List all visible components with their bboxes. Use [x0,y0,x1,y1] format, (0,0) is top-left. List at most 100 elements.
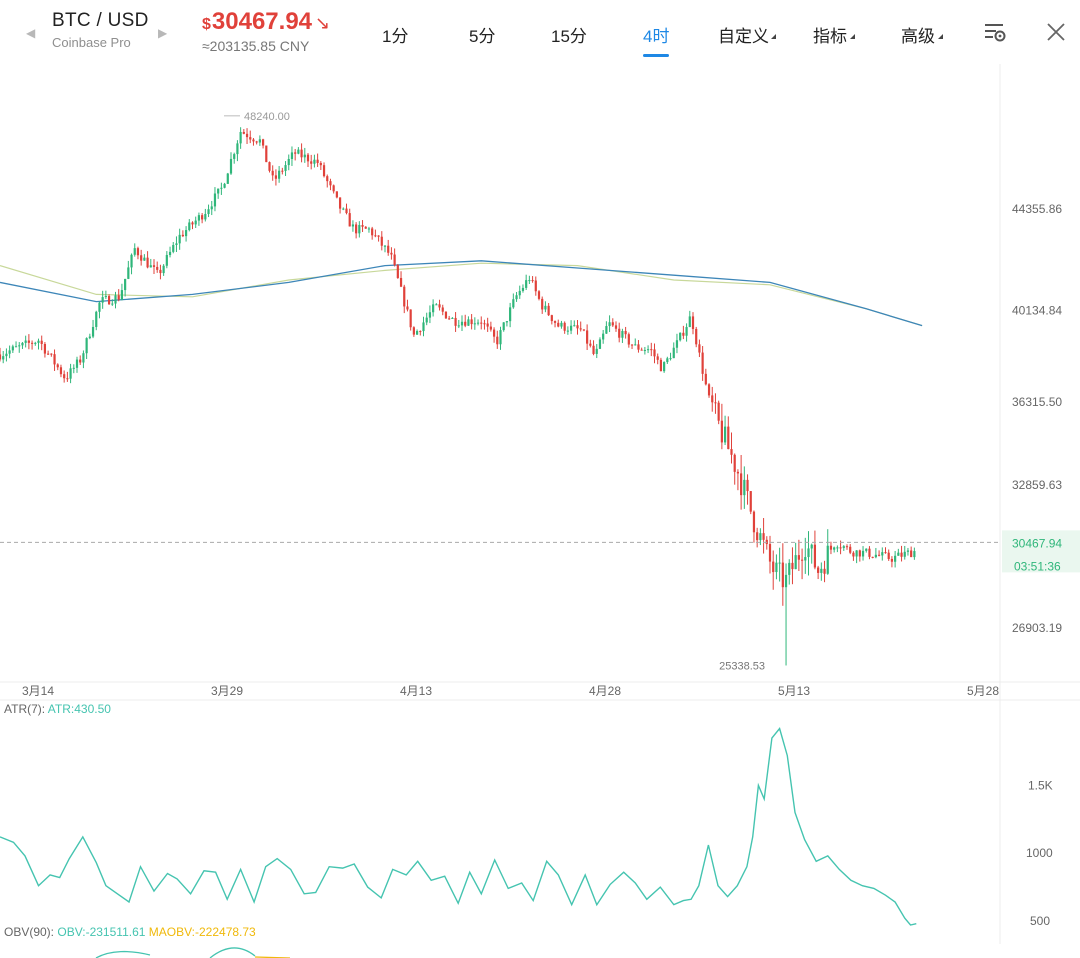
currency-symbol: $ [202,16,211,33]
candle-body [691,316,695,329]
atr-legend[interactable]: ATR(7): ATR:430.50 [4,702,111,716]
candle-body [775,562,778,573]
candle-body [897,552,900,556]
candle-body [550,315,553,322]
next-pair-icon[interactable]: ▶ [158,26,168,40]
candle-body [24,340,27,343]
chart-settings-icon[interactable] [983,20,1009,44]
candle-body [133,248,136,255]
candle-body [839,547,842,549]
candle-body [47,353,50,355]
candle-body [711,395,714,403]
candle-body [608,322,611,327]
custom-dropdown-icon[interactable] [771,34,776,39]
candle-body [95,311,98,327]
candle-body [101,297,104,303]
candle-body [630,344,634,346]
candle-body [730,449,733,455]
candle-body [887,552,890,559]
candle-body [345,208,348,214]
last-price: $30467.94 ↘ [202,8,330,36]
candle-body [492,329,496,337]
candle-body [858,550,861,557]
candle-body [537,291,541,299]
pair-info[interactable]: BTC / USD Coinbase Pro [52,10,149,50]
candle-body [444,311,448,319]
candle-body [117,295,120,300]
candle-body [306,154,310,162]
candle-body [704,373,707,385]
candle-body [451,317,454,319]
candle-body [733,454,736,472]
candle-body [476,322,480,324]
candle-body [252,139,255,142]
date-tick-label: 5月28 [967,684,999,698]
candle-body [428,312,432,318]
tab-4h[interactable]: 4时 [643,27,670,46]
candle-body [707,384,711,396]
high-price-label: 48240.00 [244,111,290,123]
candle-body [499,330,502,345]
candle-body [197,215,201,221]
candle-body [271,170,274,176]
candle-body [152,265,156,267]
candle-body [245,133,249,138]
candle-body [201,215,204,220]
candle-body [406,306,409,310]
candle-body [281,170,284,172]
price-axis: 44355.86 40134.84 36315.50 32859.63 2690… [1012,202,1062,635]
candle-body [515,295,518,300]
candle-body [521,287,525,291]
candle-body [820,568,823,573]
tab-custom[interactable]: 自定义 [718,27,769,46]
candle-body [175,243,178,246]
candle-body [569,325,573,331]
tab-5min[interactable]: 5分 [469,27,496,46]
candle-body [525,280,528,288]
tab-15min[interactable]: 15分 [551,27,587,46]
low-price-label: 25338.53 [719,660,765,672]
candle-body [294,152,297,154]
indicators-dropdown-icon[interactable] [850,34,855,39]
candle-body [807,548,810,558]
prev-pair-icon[interactable]: ◀ [26,26,36,40]
candle-body [69,368,72,379]
candle-body [650,349,653,351]
tab-indicators[interactable]: 指标 [813,27,847,46]
candle-body [595,348,598,354]
candle-body [8,350,11,354]
candle-body [120,290,124,300]
candle-body [255,141,258,143]
candle-body [643,350,646,352]
tab-1min[interactable]: 1分 [382,27,409,46]
price-tick-label: 32859.63 [1012,478,1062,492]
candle-body [614,325,618,329]
candles [0,127,916,666]
candle-body [573,325,576,327]
candle-body [377,235,380,237]
price-tick-label: 40134.84 [1012,303,1062,317]
close-icon[interactable] [1046,22,1066,42]
obv-legend[interactable]: OBV(90): OBV:-231511.61 MAOBV:-222478.73 [4,925,256,939]
candle-body [432,304,435,313]
candle-body [496,336,499,345]
candle-body [300,149,303,158]
advanced-dropdown-icon[interactable] [938,34,943,39]
candle-body [326,176,329,182]
candle-body [473,323,476,325]
candle-body [210,206,213,210]
candle-body [342,208,345,210]
candle-body [438,304,441,308]
candle-body [191,222,194,225]
candle-body [390,252,393,255]
price-value: 30467.94 [211,8,313,35]
tab-advanced[interactable]: 高级 [901,27,935,46]
candle-body [653,349,656,357]
candle-body [338,197,342,209]
candle-body [797,555,800,560]
candle-body [374,235,377,237]
candle-body [723,426,727,443]
candle-body [220,187,223,189]
candle-body [589,343,592,346]
